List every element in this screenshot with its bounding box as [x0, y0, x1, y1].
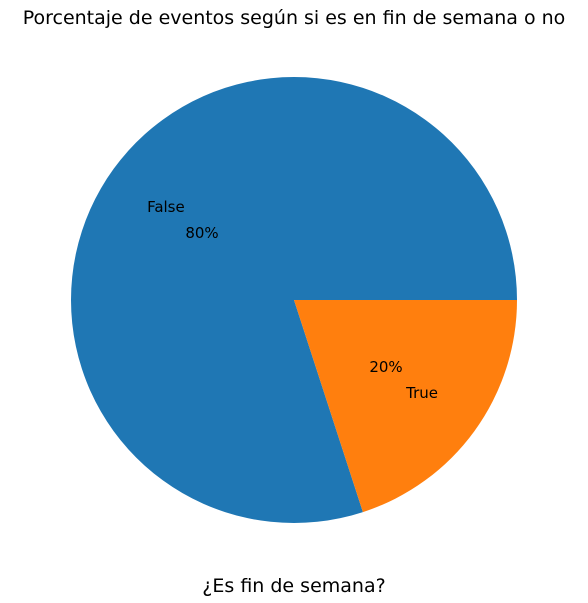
percent-label-false: 80%	[185, 224, 218, 242]
pie-slices	[71, 77, 517, 524]
slice-label-false: False	[147, 198, 185, 216]
pie-slice-true	[294, 300, 517, 513]
chart-title: Porcentaje de eventos según si es en fin…	[23, 7, 566, 29]
pie-slice-false	[71, 77, 517, 524]
x-axis-label: ¿Es fin de semana?	[202, 575, 385, 597]
slice-label-true: True	[405, 384, 438, 402]
percent-label-true: 20%	[369, 358, 402, 376]
